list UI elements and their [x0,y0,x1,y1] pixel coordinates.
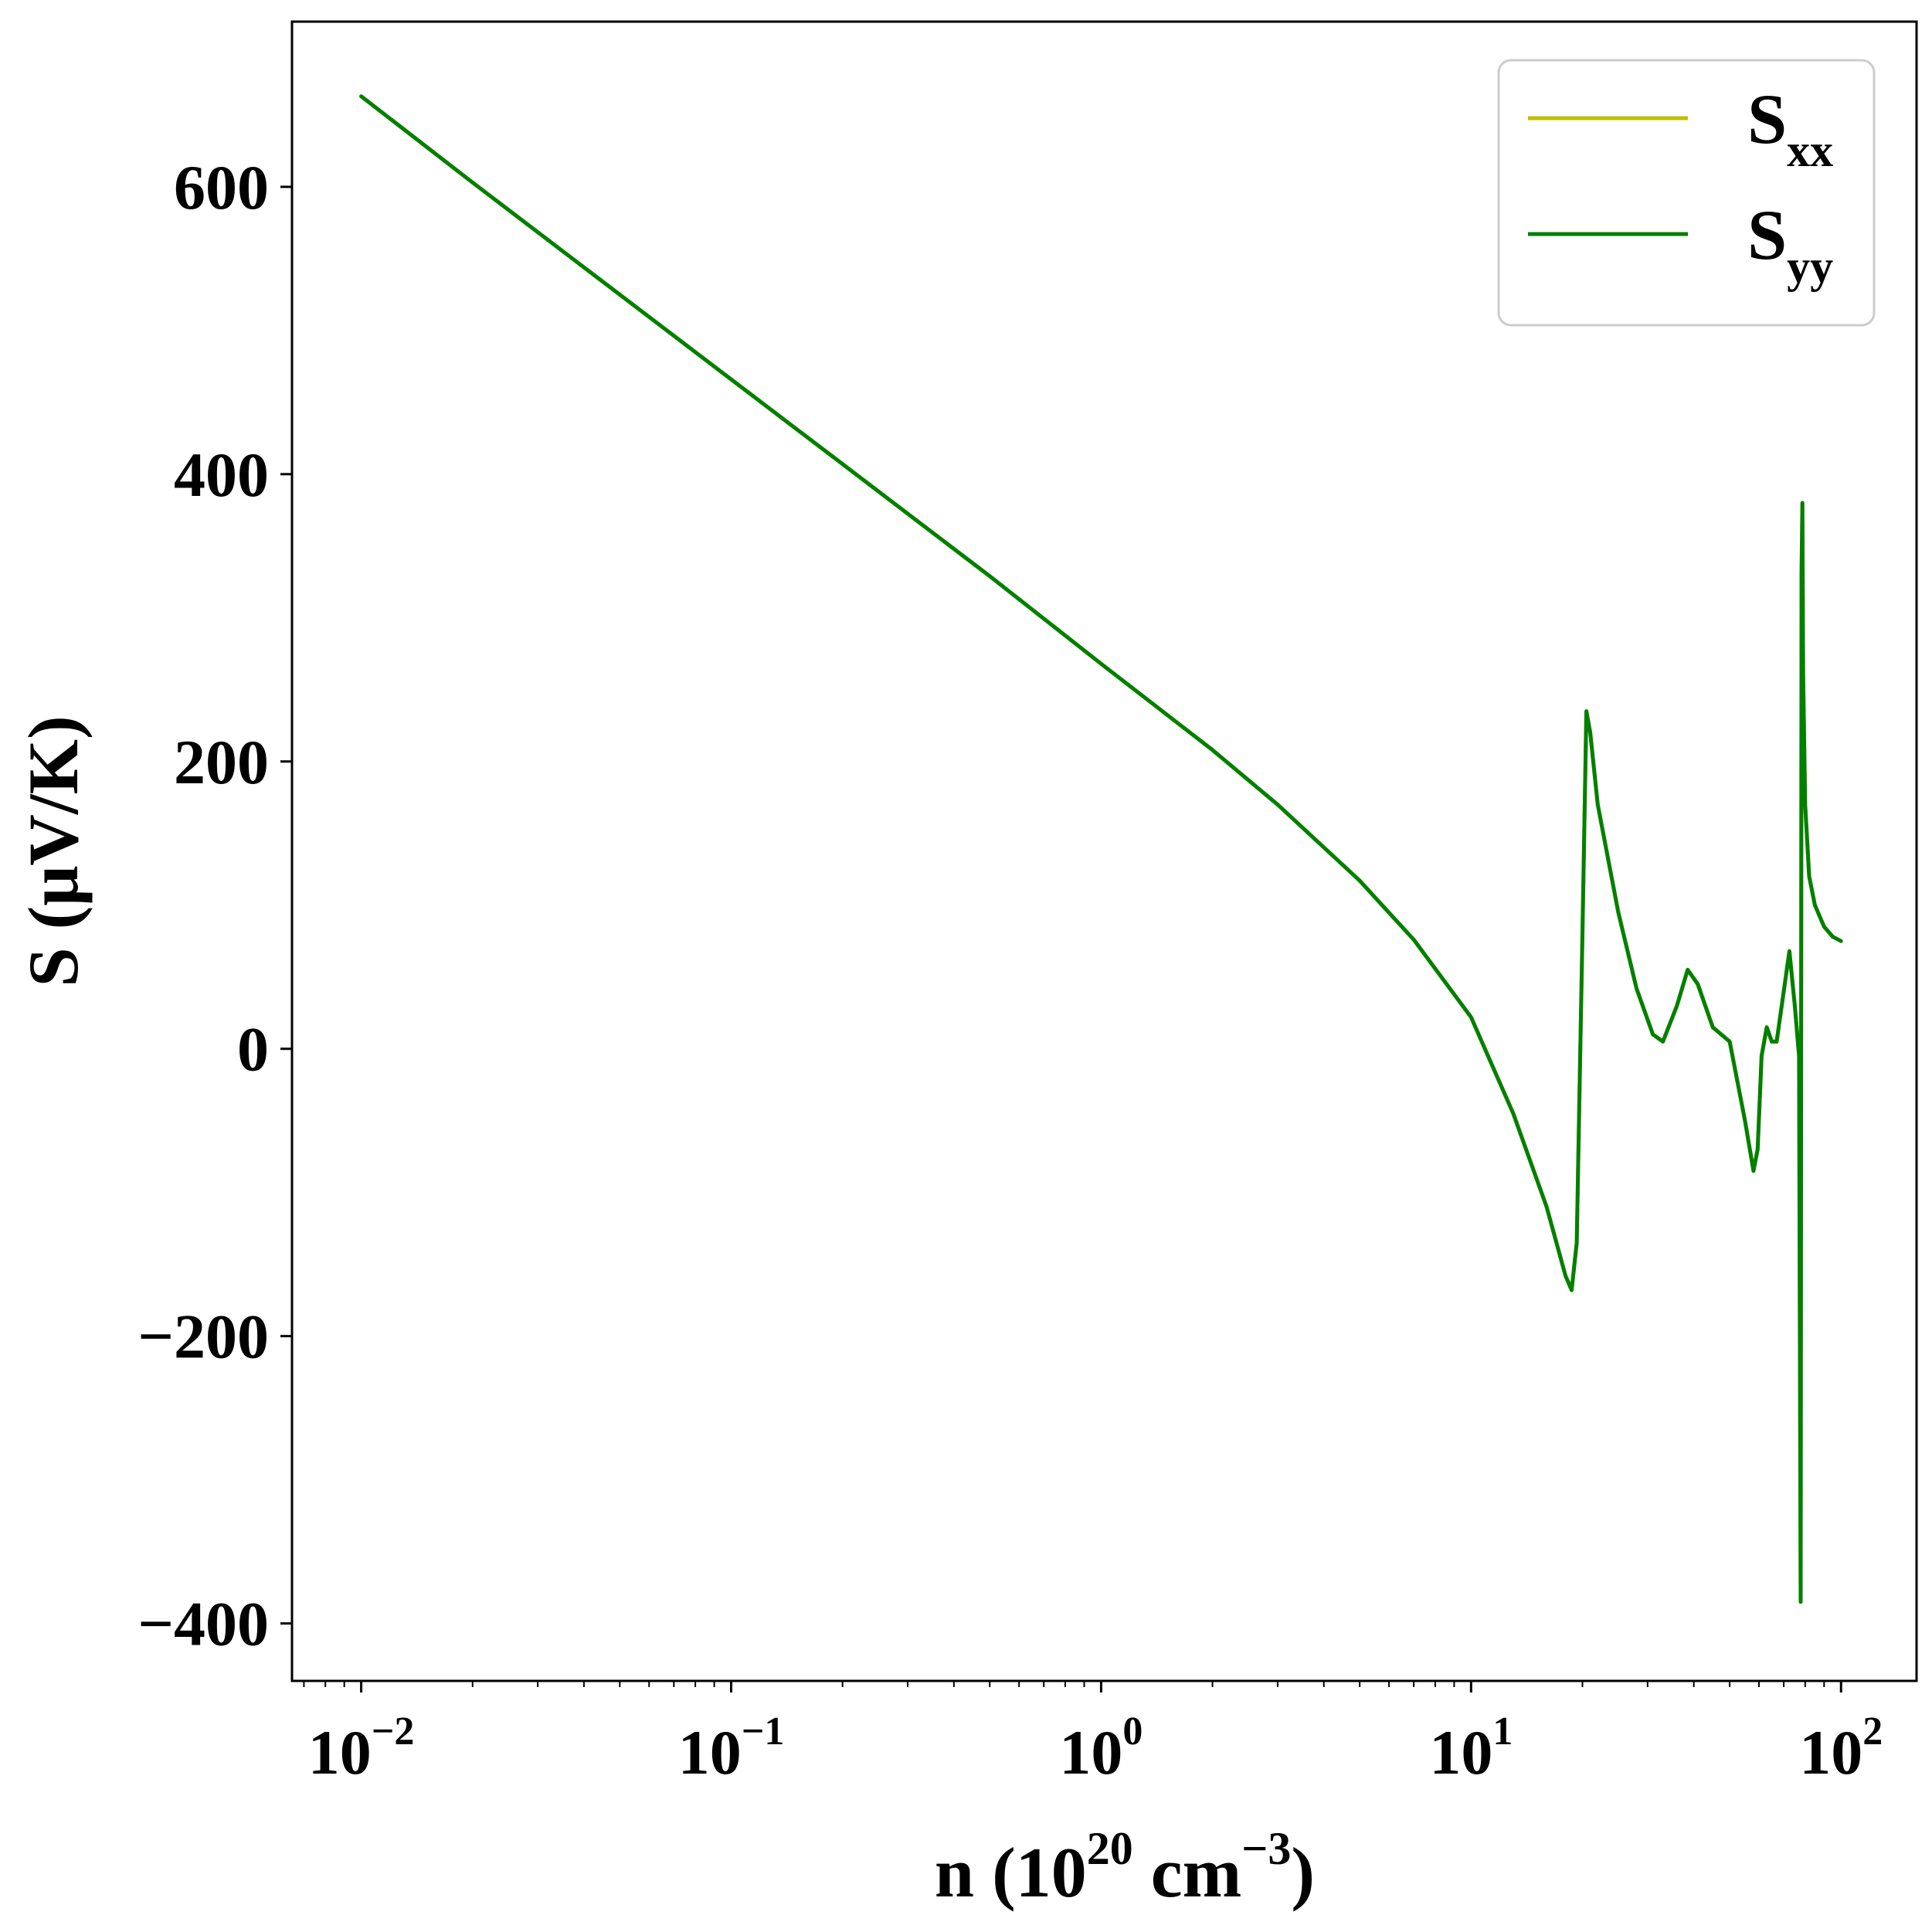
x-axis-label-sup1: 20 [1087,1823,1133,1874]
x-tick-label: 10−1 [678,1709,785,1788]
x-axis-label-post: ) [1291,1833,1315,1912]
x-tick-label-base: 10 [678,1717,742,1788]
x-tick-label-base: 10 [1059,1717,1122,1788]
x-axis-label-mid: cm [1133,1833,1241,1912]
y-tick-label: 0 [237,1014,269,1085]
y-tick-label: 400 [174,440,269,510]
x-tick-label-exp: 2 [1862,1709,1883,1754]
legend-entry-sxx-main: S [1747,80,1787,158]
legend-entry-sxx-sub: xx [1787,125,1833,176]
x-axis-ticks: 10−2 10−1 100 101 102 [303,1681,1883,1788]
x-axis-label-sup2: −3 [1241,1823,1291,1874]
legend-entry-syy-sub: yy [1787,241,1833,292]
y-tick-label: 600 [174,152,269,222]
y-tick-label: 200 [174,727,269,797]
x-tick-label-base: 10 [308,1717,372,1788]
x-tick-label: 102 [1799,1709,1883,1788]
x-tick-label: 10−2 [308,1709,415,1788]
y-tick-label: −400 [138,1589,269,1659]
series-line-syy [359,94,1843,1604]
x-axis-label: n (1020 cm−3) [935,1823,1315,1912]
x-tick-label-exp: 1 [1492,1709,1513,1754]
x-tick-label-exp: −1 [742,1709,785,1754]
x-axis-label-pre: n (10 [935,1833,1087,1912]
y-axis-label: S (μV/K) [14,715,93,986]
x-tick-label: 100 [1059,1709,1143,1788]
x-tick-label-exp: −2 [372,1709,415,1754]
y-tick-label: −200 [138,1302,269,1372]
x-tick-label: 101 [1429,1709,1513,1788]
series-layer [359,94,1843,1604]
legend: Sxx Syy [1497,59,1876,327]
plot-frame [290,20,1918,1682]
legend-entry-syy: Syy [1747,195,1833,292]
legend-entry-sxx: Sxx [1747,80,1833,176]
legend-entry-syy-main: S [1747,195,1787,274]
y-axis-ticks: 600 400 200 0 −200 −400 [138,152,292,1659]
x-tick-label-base: 10 [1799,1717,1862,1788]
legend-box [1497,59,1876,327]
x-tick-label-base: 10 [1429,1717,1492,1788]
x-tick-label-exp: 0 [1122,1709,1143,1754]
